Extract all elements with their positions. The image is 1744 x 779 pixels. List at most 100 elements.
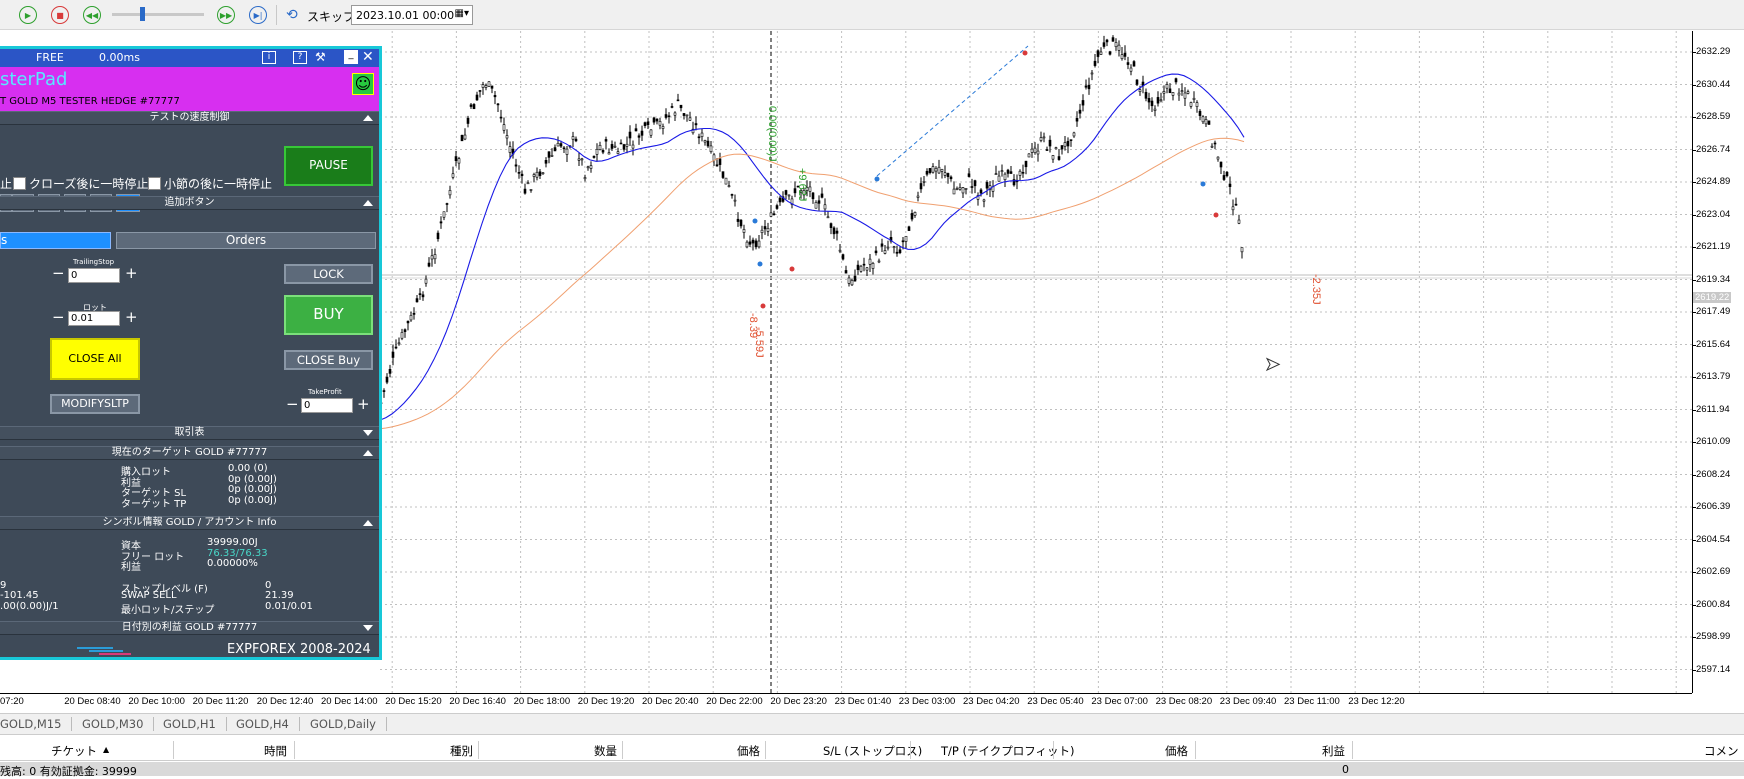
freelot-value: 76.33/76.33 (207, 548, 268, 559)
candle-body (658, 121, 662, 126)
lock-button[interactable]: LOCK (284, 264, 373, 284)
buy-button[interactable]: BUY (284, 295, 373, 335)
candle-body (580, 158, 584, 161)
skip-icon[interactable]: ⟲ (286, 7, 298, 23)
col-tp[interactable]: T/P (テイクプロフィット) (941, 744, 1075, 758)
candle-body (976, 195, 980, 200)
collapse-icon[interactable] (363, 520, 373, 526)
time-tick: 23 Dec 04:20 (963, 696, 1020, 707)
chk-label-0: 止 (0, 177, 13, 191)
close-all-button[interactable]: CLOSE All (50, 338, 140, 380)
close-pause-checkbox[interactable] (13, 177, 26, 190)
price-tick-mark (1693, 604, 1696, 606)
candle-body (583, 177, 587, 180)
tab-gold-h4[interactable]: GOLD,H4 (236, 717, 300, 731)
time-tick: 20 Dec 12:40 (256, 696, 314, 707)
close-icon[interactable]: ✕ (362, 49, 374, 65)
candle-body (1051, 155, 1055, 160)
price-tick: 2630.44 (1696, 78, 1731, 90)
skip-date-field[interactable]: 2023.10.01 00:00 ▦▾ (351, 5, 473, 25)
sort-asc-icon[interactable]: ▲ (103, 745, 110, 754)
candle-body (958, 187, 962, 190)
collapse-icon[interactable] (363, 450, 373, 456)
trailing-input[interactable]: 0 (68, 268, 120, 283)
tp-minus-icon[interactable]: − (286, 395, 299, 413)
tp-input[interactable]: 0 (301, 398, 353, 413)
section-trade-table[interactable]: 取引表 (0, 426, 379, 440)
candle-body (808, 186, 812, 192)
info-icon[interactable]: i (262, 51, 276, 64)
candle-body (1129, 67, 1133, 72)
app-name: sterPad (0, 69, 68, 90)
section-symbol-info[interactable]: シンボル情報 GOLD / アカウント Info (0, 516, 379, 530)
candle-body (1084, 85, 1088, 88)
candle-body (565, 148, 569, 155)
speed-slider-thumb[interactable] (140, 7, 145, 21)
stop-icon[interactable]: ■ (51, 6, 69, 24)
candle-body (1123, 52, 1127, 57)
candle-body (940, 169, 944, 172)
speed-slider-track[interactable] (112, 13, 204, 16)
candle-body (541, 172, 545, 175)
price-tick: 2624.89 (1696, 176, 1731, 187)
col-volume[interactable]: 数量 (594, 744, 617, 758)
candle-body (499, 116, 503, 119)
candle-body (748, 241, 752, 245)
collapse-icon[interactable] (363, 200, 373, 206)
col-price[interactable]: 価格 (737, 744, 760, 758)
section-daily-profit[interactable]: 日付別の利益 GOLD #77777 (0, 621, 379, 635)
panel-titlebar[interactable]: FREE 0.00ms i ? ⚒ _ ✕ (0, 49, 379, 67)
lot-input[interactable]: 0.01 (68, 311, 120, 326)
candle-body (1168, 88, 1172, 94)
price-tick: 2604.54 (1696, 533, 1731, 545)
section-extra-buttons[interactable]: 追加ボタン (0, 196, 379, 210)
fast-forward-icon[interactable]: ▶▶ (217, 6, 235, 24)
candle-body (901, 240, 905, 243)
col-profit[interactable]: 利益 (1322, 744, 1345, 758)
tab-gold-h1[interactable]: GOLD,H1 (163, 717, 227, 731)
candle-body (454, 156, 458, 161)
lot-minus-icon[interactable]: − (52, 308, 65, 326)
col-ticket[interactable]: チケット (51, 744, 97, 758)
candle-body (595, 148, 599, 155)
col-sl[interactable]: S/L (ストップロス) (823, 744, 923, 758)
panel-latency: 0.00ms (99, 51, 140, 64)
candle-body (1102, 42, 1106, 47)
candle-body (1150, 100, 1154, 107)
price-tick: 2628.59 (1696, 111, 1731, 122)
help-icon[interactable]: ? (293, 51, 307, 64)
calendar-icon[interactable]: ▦▾ (454, 8, 469, 19)
col-type[interactable]: 種別 (450, 744, 473, 758)
pause-button[interactable]: PAUSE (284, 146, 373, 186)
lot-plus-icon[interactable]: + (125, 308, 138, 326)
tab-gold-daily[interactable]: GOLD,Daily (310, 717, 387, 731)
tab-positions[interactable]: s (0, 232, 111, 249)
skip-label[interactable]: スキップ (307, 10, 356, 24)
section-target[interactable]: 現在のターゲット GOLD #77777 (0, 446, 379, 460)
tp-plus-icon[interactable]: + (357, 395, 370, 413)
settings-icon[interactable]: ⚒ (315, 50, 326, 64)
price-chart[interactable]: 0.00(0.00)J +9.62J -8.39 -5.59J -2.35J (380, 31, 1692, 693)
trailing-minus-icon[interactable]: − (52, 264, 65, 282)
minimize-icon[interactable]: _ (344, 50, 358, 64)
candle-body (472, 104, 476, 110)
tab-gold-m15[interactable]: GOLD,M15 (0, 717, 73, 731)
section-speed-control[interactable]: テストの速度制御 (0, 111, 379, 125)
play-icon[interactable]: ▶ (19, 6, 37, 24)
col-price-current[interactable]: 価格 (1165, 744, 1188, 758)
col-time[interactable]: 時間 (264, 744, 287, 758)
tab-orders[interactable]: Orders (116, 232, 376, 249)
modify-sltp-button[interactable]: MODIFYSLTP (50, 394, 140, 414)
expand-icon[interactable] (363, 625, 373, 631)
rewind-icon[interactable]: ◀◀ (83, 6, 101, 24)
trailing-plus-icon[interactable]: + (125, 264, 138, 282)
freelot-key: フリー ロット (121, 552, 185, 563)
bar-pause-checkbox[interactable] (148, 177, 161, 190)
step-icon[interactable]: ▶| (249, 6, 267, 24)
expand-icon[interactable] (363, 430, 373, 436)
tab-gold-m30[interactable]: GOLD,M30 (82, 717, 155, 731)
collapse-icon[interactable] (363, 115, 373, 121)
close-buy-button[interactable]: CLOSE Buy (284, 350, 373, 370)
candle-body (514, 164, 518, 167)
candle-body (646, 121, 650, 126)
